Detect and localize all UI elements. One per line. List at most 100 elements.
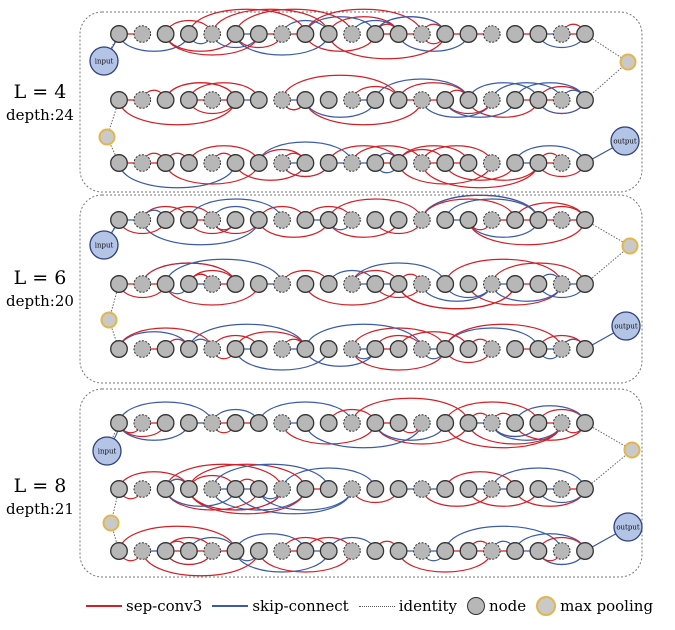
panel-2-node	[436, 211, 455, 229]
panel-2-node	[296, 211, 315, 229]
panel-1-node	[133, 25, 152, 43]
panel-2-skip-edge	[491, 283, 563, 302]
panel-3-node	[436, 414, 455, 432]
panel-1-sep-conv-edge	[165, 33, 237, 52]
panel-2-identity-edge	[584, 245, 631, 285]
panel-2-node	[179, 275, 198, 293]
panel-2-label: L = 6 depth:20	[4, 266, 76, 312]
panel-2-node	[179, 211, 198, 229]
panel-3-output-label: output	[616, 524, 640, 532]
panel-3-node	[273, 480, 291, 498]
panel-1-skip-edge	[491, 82, 563, 101]
panel-2-node	[226, 340, 245, 358]
panel-2-node	[576, 275, 594, 293]
panel-1-skip-edge	[374, 78, 470, 101]
panel-1-frame	[79, 11, 643, 193]
panel-2-node	[459, 275, 478, 293]
panel-1-node	[366, 91, 385, 109]
panel-2-node	[133, 275, 152, 293]
panel-1-node	[319, 25, 338, 43]
panel-1-node	[179, 154, 198, 172]
panel-1-sep-conv-edge	[328, 33, 446, 60]
panel-1-node	[110, 154, 128, 172]
panel-3-sep-conv-edge	[118, 525, 237, 552]
panel-2-sep-conv-edge	[444, 258, 563, 285]
panel-3-node	[319, 414, 338, 432]
panel-1-node	[273, 91, 291, 109]
panel-2-skip-edge	[165, 258, 283, 285]
panel-3-node	[203, 480, 221, 498]
panel-2-sep-conv-edge	[351, 348, 446, 371]
panel-1-sep-conv-edge	[188, 145, 260, 164]
panel-2-node	[366, 211, 385, 229]
panel-1-input-label: input	[95, 58, 114, 66]
panel-2-node	[156, 275, 175, 293]
panel-1-output-label: output	[613, 138, 637, 146]
panel-1-node	[413, 91, 431, 109]
panel-3-output-node	[613, 512, 643, 542]
panel-2-node	[343, 275, 361, 293]
panel-3-node	[366, 542, 385, 560]
panel-2-node	[179, 340, 198, 358]
panel-3-label: L = 8 depth:21	[4, 474, 76, 520]
panel-2-node	[529, 211, 548, 229]
panel-2-output-label: output	[614, 323, 638, 331]
legend-sep-conv: sep-conv3	[86, 597, 202, 615]
panel-3-node	[576, 414, 594, 432]
panel-2-skip-edge	[444, 198, 539, 221]
panel-1-node	[343, 154, 361, 172]
panel-1-skip-edge	[467, 82, 539, 101]
panel-2-node	[319, 275, 338, 293]
panel-2-sep-conv-edge	[444, 323, 563, 350]
legend-node-label: node	[488, 597, 527, 615]
panel-3-node	[110, 414, 128, 432]
panel-3-skip-edge	[234, 550, 330, 573]
legend-sep-conv-label: sep-conv3	[126, 597, 203, 615]
panel-1-skip-edge	[234, 33, 330, 56]
panel-1-node	[343, 25, 361, 43]
panel-3-sep-conv-edge	[281, 422, 376, 445]
panel-3-node	[133, 480, 152, 498]
panel-1-node	[296, 154, 315, 172]
panel-1-node	[413, 25, 431, 43]
panel-3-node	[389, 480, 408, 498]
legend-node: node	[466, 597, 527, 615]
panel-3-node	[203, 542, 221, 560]
panel-3-layers: L = 8	[13, 475, 67, 497]
panel-2-identity-edge	[108, 319, 120, 350]
panel-1-label: L = 4 depth:24	[4, 80, 76, 126]
panel-3-node	[483, 480, 501, 498]
panel-2-sep-conv-edge	[421, 198, 516, 221]
panel-3-skip-edge	[211, 463, 330, 490]
legend-identity-label: identity	[398, 597, 457, 615]
panel-2-sep-conv-edge	[304, 283, 400, 306]
panel-2-max-pool-node	[100, 311, 118, 329]
legend-skip-label: skip-connect	[252, 597, 349, 615]
panel-1-skip-edge	[258, 141, 353, 164]
panel-3-skip-edge	[304, 422, 423, 449]
panel-2-sep-conv-edge	[491, 262, 586, 285]
panel-3-node	[413, 542, 431, 560]
legend-identity: identity	[358, 597, 457, 615]
panel-3-node	[529, 480, 548, 498]
panel-1-node	[529, 154, 548, 172]
panel-2-output-node	[611, 311, 641, 341]
panel-2-node	[436, 275, 455, 293]
panel-3-node	[273, 414, 291, 432]
panel-1-node	[459, 154, 478, 172]
panel-3-node	[436, 480, 455, 498]
panel-2-node	[110, 340, 128, 358]
panel-1-skip-edge	[118, 162, 237, 189]
panel-1-node	[156, 91, 175, 109]
panel-1-max-pool-node	[619, 53, 637, 71]
panel-1-node	[226, 25, 245, 43]
panel-1-node	[506, 25, 525, 43]
panel-2-node	[366, 340, 385, 358]
panel-3-frame	[79, 388, 643, 578]
panel-2-sep-conv-edge	[258, 219, 330, 238]
panel-2-node	[389, 211, 408, 229]
panel-1-sep-conv-edge	[398, 82, 470, 101]
panel-1-sep-conv-edge	[304, 8, 423, 35]
panel-3-skip-edge	[444, 525, 563, 552]
panel-1-node	[389, 154, 408, 172]
